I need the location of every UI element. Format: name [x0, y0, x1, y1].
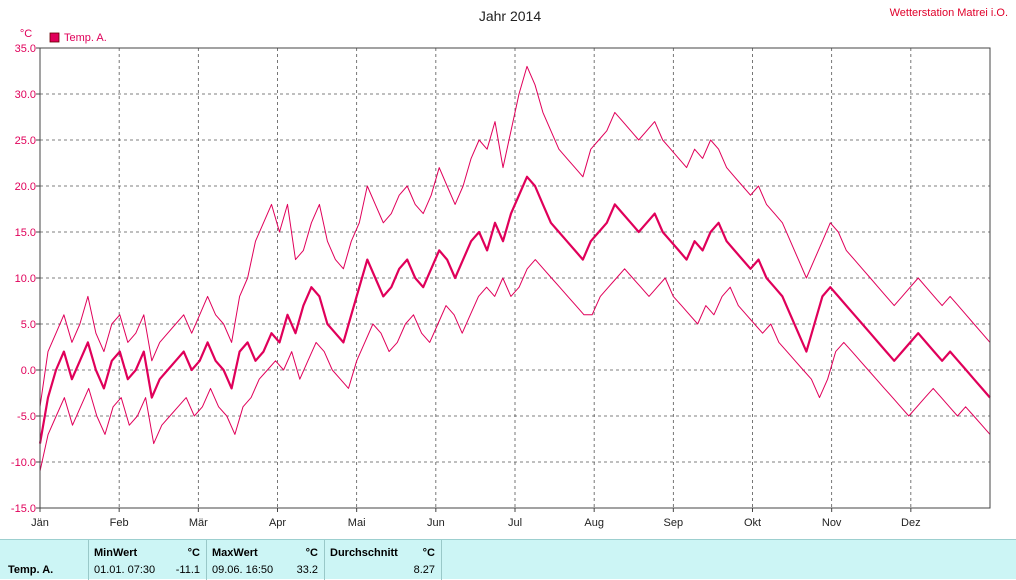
y-tick-label: 35.0: [15, 43, 36, 55]
avg-label: Durchschnitt: [330, 547, 398, 559]
x-tick-label: Jun: [427, 517, 445, 529]
avg-value: 8.27: [413, 564, 435, 576]
max-label: MaxWert: [212, 547, 258, 559]
avg-unit: °C: [422, 547, 435, 559]
max-value: 33.2: [296, 564, 318, 576]
y-axis: -15.0 -10.0 -5.0 0.0 5.0 10.0 15.0 20.0 25.0 30.0…: [11, 43, 40, 515]
series-lines: [38, 65, 991, 472]
y-tick-label: 15.0: [15, 227, 36, 239]
stats-bar: Temp. A. MinWert °C 01.01. 07:30 -11.1 M…: [0, 539, 1016, 580]
y-tick-label: -10.0: [11, 457, 36, 469]
y-tick-label: -5.0: [17, 411, 36, 423]
max-time: 09.06. 16:50: [212, 564, 274, 576]
min-label: MinWert: [94, 547, 138, 559]
grid: [40, 48, 990, 508]
y-tick-label: -15.0: [11, 503, 36, 515]
legend-label: Temp. A.: [64, 32, 107, 44]
y-tick-label: 5.0: [21, 319, 36, 331]
max-unit: °C: [305, 547, 318, 559]
y-axis-unit: °C: [20, 28, 32, 40]
y-tick-label: 20.0: [15, 181, 36, 193]
y-tick-label: 0.0: [21, 365, 36, 377]
x-tick-label: Jul: [508, 517, 522, 529]
series-line-mean: [38, 175, 991, 444]
min-time: 01.01. 07:30: [94, 564, 156, 576]
x-tick-label: Sep: [664, 517, 684, 529]
chart-title: Jahr 2014: [479, 8, 541, 24]
legend-swatch: [49, 32, 60, 43]
x-tick-label: Okt: [744, 517, 761, 529]
stats-series-label: Temp. A.: [8, 564, 54, 576]
y-tick-label: 25.0: [15, 135, 36, 147]
min-block: MinWert °C 01.01. 07:30 -11.1: [88, 540, 206, 580]
series-line-min: [39, 259, 991, 472]
x-tick-label: Nov: [822, 517, 842, 529]
x-tick-label: Apr: [269, 517, 286, 529]
temperature-chart: Jahr 2014 Wetterstation Matrei i.O. °C T…: [11, 7, 1008, 529]
x-axis: Jän Feb Mär Apr Mai Jun Jul Aug Sep Okt Nov Dez: [31, 508, 921, 529]
y-tick-label: 10.0: [15, 273, 36, 285]
x-tick-label: Mär: [189, 517, 208, 529]
series-line-max: [39, 65, 991, 407]
x-tick-label: Aug: [584, 517, 604, 529]
avg-block: Durchschnitt °C 8.27: [324, 540, 442, 580]
x-tick-label: Mai: [348, 517, 366, 529]
x-tick-label: Dez: [901, 517, 921, 529]
min-unit: °C: [187, 547, 200, 559]
y-tick-label: 30.0: [15, 89, 36, 101]
min-value: -11.1: [175, 564, 200, 576]
x-tick-label: Feb: [110, 517, 129, 529]
max-block: MaxWert °C 09.06. 16:50 33.2: [206, 540, 324, 580]
x-tick-label: Jän: [31, 517, 49, 529]
station-name: Wetterstation Matrei i.O.: [890, 7, 1008, 19]
